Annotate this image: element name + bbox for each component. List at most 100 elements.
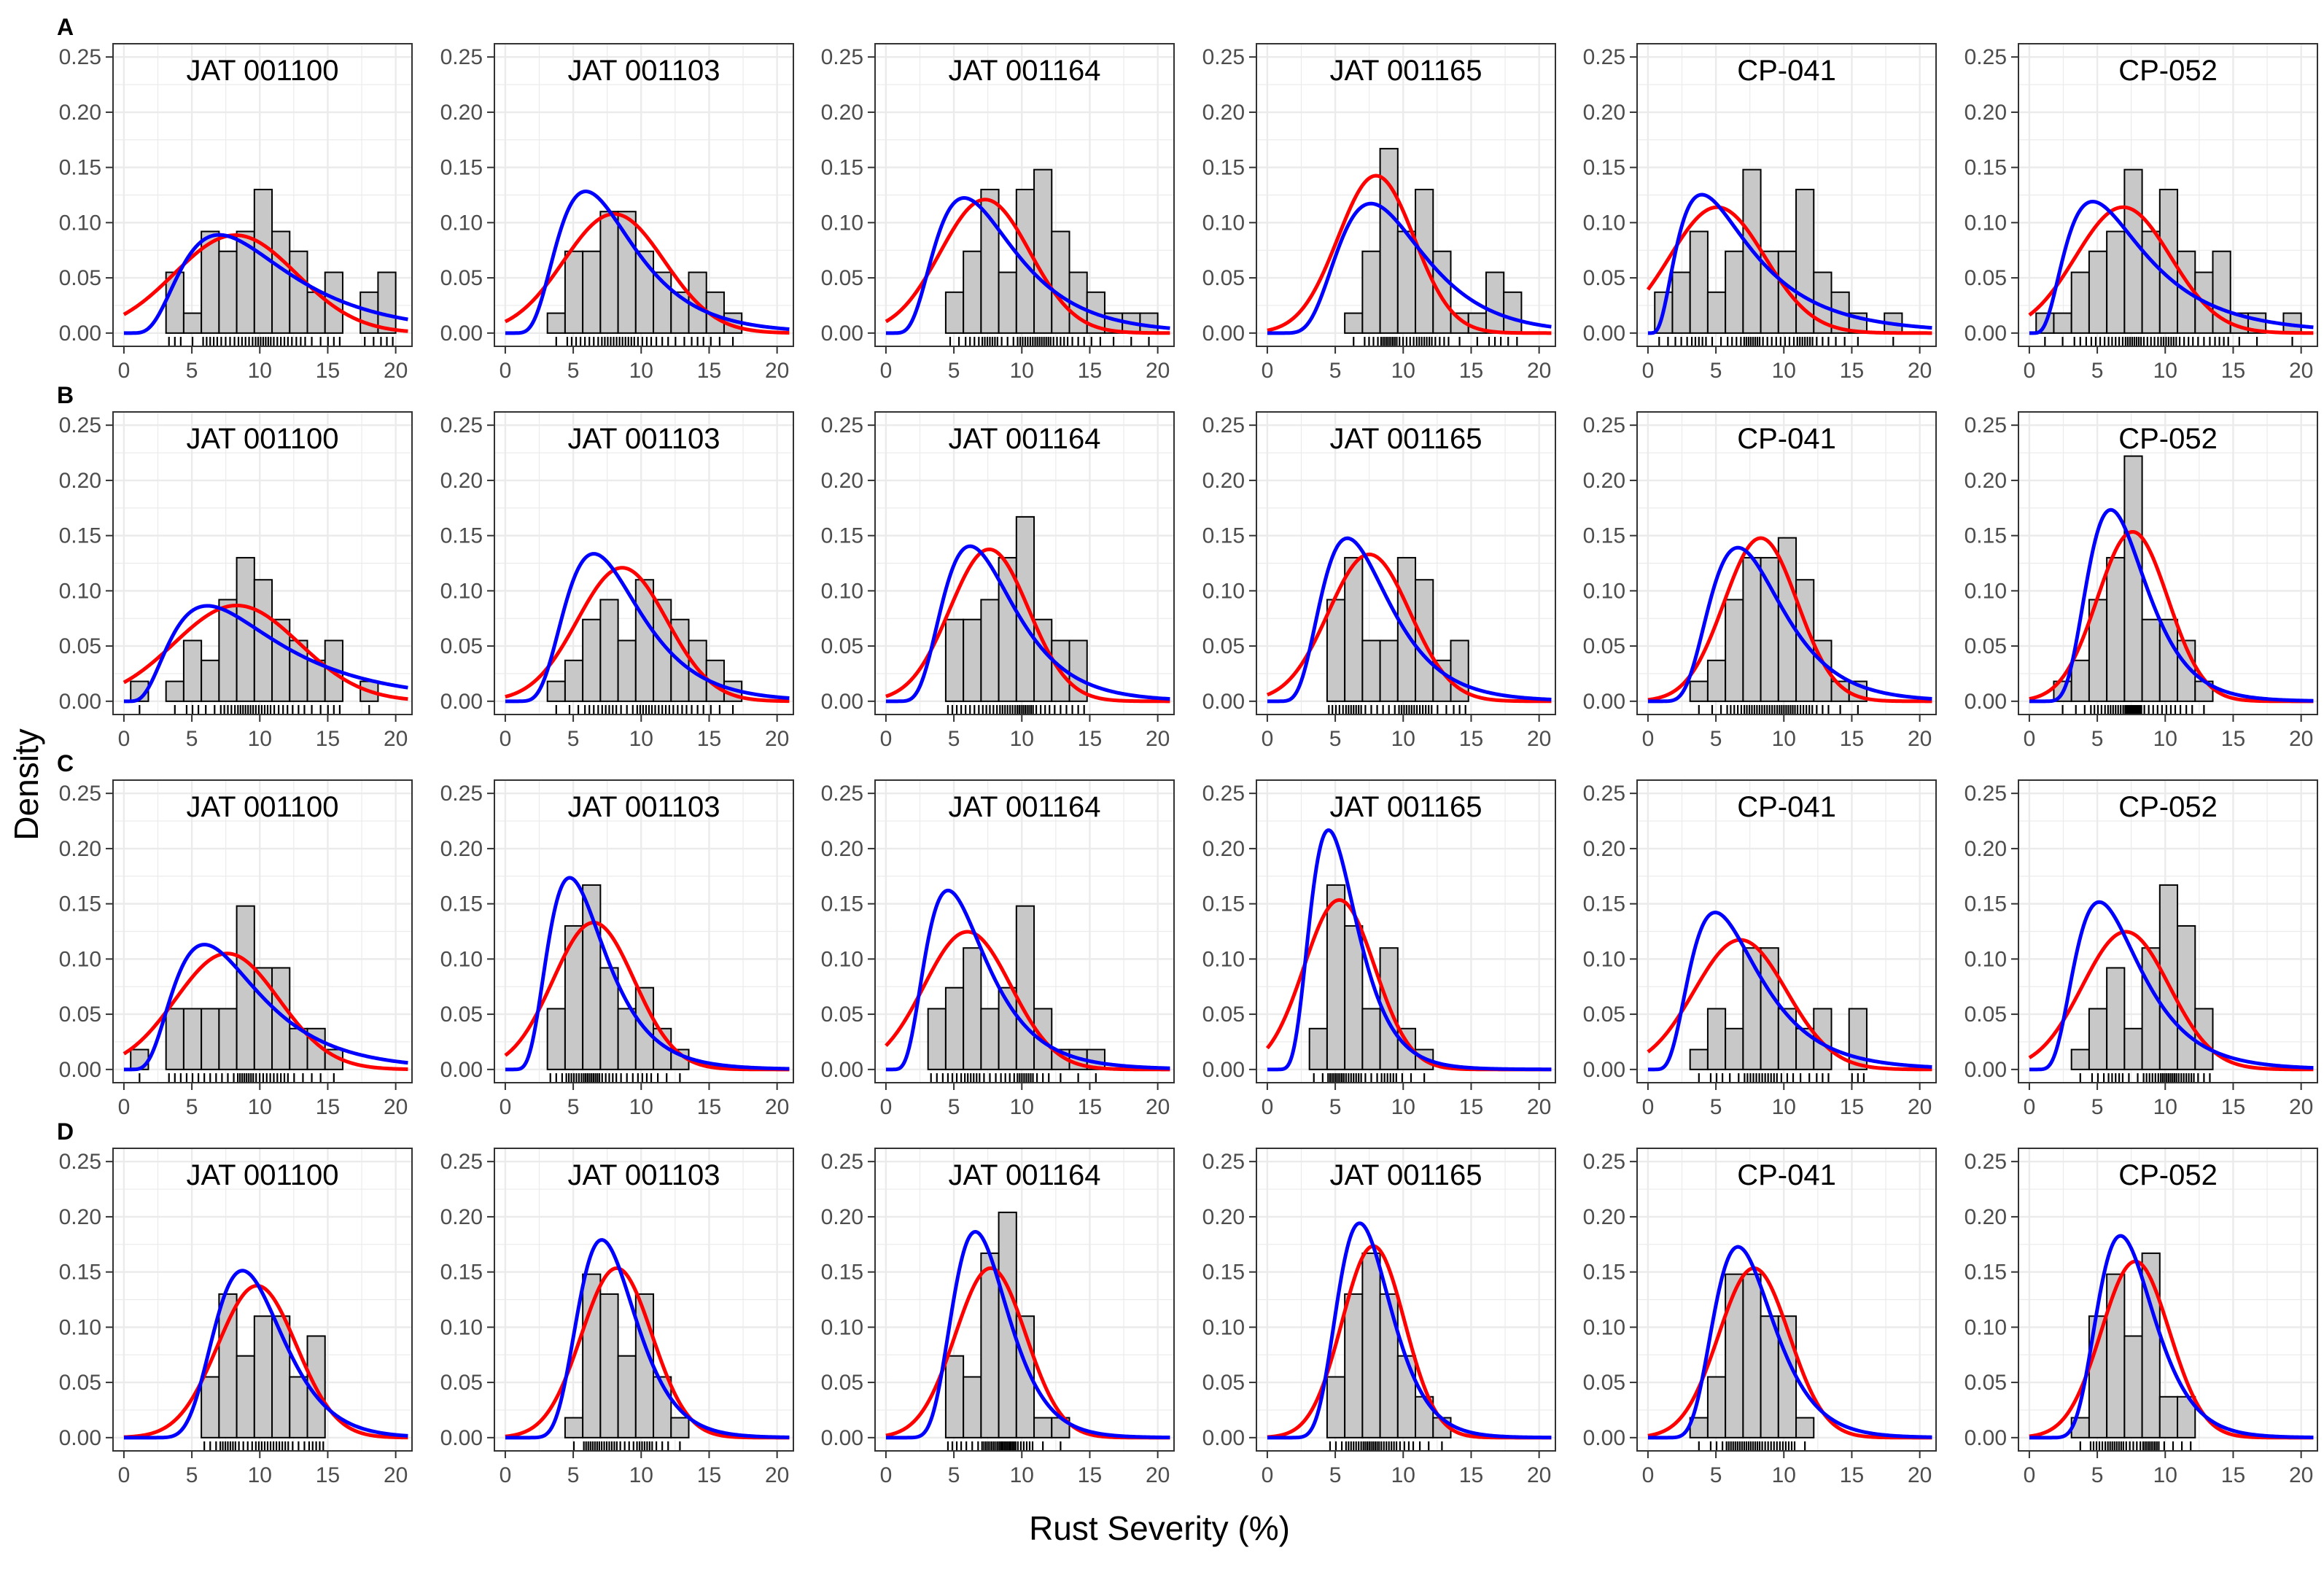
- panel-title: CP-052: [2118, 791, 2218, 823]
- y-tick-label: 0.15: [821, 156, 863, 180]
- x-tick-label: 0: [2024, 359, 2036, 383]
- x-tick-label: 5: [948, 1463, 960, 1487]
- y-tick-label: 0.10: [59, 579, 101, 603]
- y-tick-label: 0.00: [1583, 1058, 1625, 1082]
- x-tick-label: 20: [1908, 1463, 1932, 1487]
- histogram-bar: [289, 250, 308, 334]
- y-tick-label: 0.05: [1964, 634, 2007, 658]
- panel-row4-col2: JAT 001103 0.00 0.05 0.10 0.15 0.20 0.25 0 5 10 15…: [440, 1148, 794, 1487]
- y-tick-label: 0.25: [59, 782, 101, 806]
- x-tick-label: 20: [1146, 727, 1170, 751]
- panel-title: JAT 001164: [948, 423, 1100, 455]
- histogram-bar: [1706, 291, 1727, 334]
- histogram-bar: [1051, 230, 1070, 334]
- x-tick-label: 0: [880, 1463, 893, 1487]
- x-tick-label: 5: [1710, 727, 1722, 751]
- y-tick-label: 0.10: [1964, 211, 2007, 235]
- x-tick-label: 15: [1840, 359, 1864, 383]
- x-tick-label: 5: [2091, 359, 2104, 383]
- x-tick-label: 20: [1527, 1463, 1551, 1487]
- y-tick-label: 0.15: [1202, 1261, 1245, 1285]
- histogram-bar: [1760, 947, 1779, 1070]
- histogram-bar: [1033, 618, 1053, 702]
- x-tick-label: 0: [2024, 1095, 2036, 1119]
- x-tick-label: 20: [1527, 1095, 1551, 1119]
- x-tick-label: 10: [2153, 359, 2177, 383]
- y-tick-label: 0.25: [59, 413, 101, 437]
- histogram-bar: [165, 680, 184, 702]
- histogram-bar: [634, 579, 655, 702]
- panel-title: JAT 001100: [186, 423, 338, 455]
- x-tick-label: 0: [118, 1095, 131, 1119]
- x-tick-label: 20: [1146, 1095, 1170, 1119]
- y-tick-label: 0.15: [440, 524, 483, 548]
- x-tick-label: 0: [1642, 1463, 1655, 1487]
- histogram-bar: [1725, 1027, 1744, 1070]
- x-tick-label: 10: [1772, 359, 1796, 383]
- histogram-bar: [1379, 1293, 1399, 1438]
- x-tick-label: 5: [1329, 1463, 1342, 1487]
- y-tick-label: 0.00: [1964, 690, 2007, 714]
- histogram-bar: [1361, 1252, 1381, 1438]
- panel-border: [1636, 411, 1937, 715]
- x-tick-label: 10: [2153, 1095, 2177, 1119]
- x-tick-label: 15: [697, 1463, 721, 1487]
- histogram-bar: [1396, 1355, 1417, 1438]
- y-tick-label: 0.20: [440, 469, 483, 493]
- y-tick-label: 0.05: [1202, 1371, 1245, 1395]
- plot-area: [1647, 536, 1933, 714]
- x-tick-label: 0: [2024, 1463, 2036, 1487]
- panel-title: JAT 001100: [186, 55, 338, 87]
- lognormal-fit-curve: [1647, 911, 1933, 1072]
- panel-row4-col3: JAT 001164 0.00 0.05 0.10 0.15 0.20 0.25 0 5 10 15…: [821, 1148, 1175, 1487]
- histogram-bar: [599, 967, 619, 1070]
- x-tick-label: 10: [2153, 1463, 2177, 1487]
- x-tick-label: 0: [880, 727, 893, 751]
- lognormal-fit-curve: [505, 190, 790, 335]
- histogram-bar: [218, 250, 238, 334]
- y-tick-label: 0.10: [440, 579, 483, 603]
- x-tick-label: 10: [629, 359, 653, 383]
- histogram-bar: [2177, 924, 2196, 1070]
- x-tick-label: 5: [186, 727, 198, 751]
- lognormal-fit-curve: [2029, 507, 2315, 704]
- histogram-bar: [1706, 659, 1727, 702]
- plot-area: [1265, 828, 1552, 1082]
- panel-border: [1256, 43, 1556, 347]
- y-tick-label: 0.15: [59, 892, 101, 916]
- y-tick-label: 0.20: [1202, 101, 1245, 125]
- lognormal-fit-curve: [123, 1269, 409, 1440]
- panel-title: CP-041: [1737, 423, 1836, 455]
- y-tick-label: 0.15: [821, 524, 863, 548]
- plot-area: [123, 556, 409, 714]
- histogram-bar: [218, 1293, 238, 1438]
- histogram-bar: [2158, 1395, 2179, 1438]
- x-tick-label: 20: [1146, 359, 1170, 383]
- histogram-bar: [998, 1211, 1017, 1438]
- x-tick-label: 20: [2289, 727, 2313, 751]
- panel-border: [874, 1148, 1175, 1452]
- x-tick-label: 15: [1840, 1095, 1864, 1119]
- x-axis-title: Rust Severity (%): [1029, 1509, 1290, 1547]
- plot-area: [1267, 147, 1552, 346]
- y-tick-label: 0.20: [821, 101, 863, 125]
- panel-title: JAT 001165: [1329, 791, 1482, 823]
- y-tick-label: 0.25: [59, 1150, 101, 1174]
- y-tick-label: 0.20: [1202, 469, 1245, 493]
- histogram-bar: [253, 579, 273, 702]
- histogram-bar: [944, 1355, 965, 1438]
- panel-row2-col6: CP-052 0.00 0.05 0.10 0.15 0.20 0.25 0 5 10 15 20: [1964, 411, 2318, 751]
- x-tick-label: 0: [500, 727, 512, 751]
- y-tick-label: 0.15: [440, 892, 483, 916]
- panel-title: CP-041: [1737, 55, 1836, 87]
- histogram-bar: [1795, 1417, 1815, 1438]
- y-tick-label: 0.15: [1964, 892, 2007, 916]
- y-tick-label: 0.00: [821, 322, 863, 346]
- x-tick-label: 20: [765, 1095, 789, 1119]
- y-tick-label: 0.25: [1202, 45, 1245, 69]
- y-tick-label: 0.10: [821, 1315, 863, 1339]
- histogram-bar: [980, 1008, 1000, 1070]
- y-tick-label: 0.10: [440, 1315, 483, 1339]
- panel-row2-col1: JAT 001100 0.00 0.05 0.10 0.15 0.20 0.25 0 5 10 15…: [59, 411, 413, 751]
